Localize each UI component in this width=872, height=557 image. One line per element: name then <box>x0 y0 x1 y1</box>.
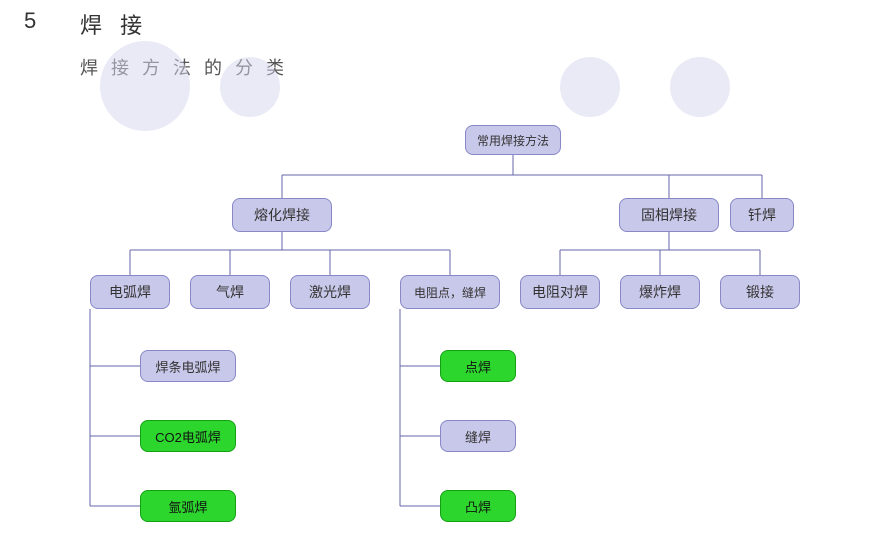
page-title: 焊 接 <box>80 8 148 40</box>
tree-node-res3: 凸焊 <box>440 490 516 522</box>
section-number: 5 <box>24 8 36 34</box>
tree-node-label: 氩弧焊 <box>168 497 207 516</box>
tree-node-label: 固相焊接 <box>641 205 697 225</box>
tree-node-label: 气焊 <box>216 282 244 302</box>
tree-node-label: 锻接 <box>746 282 774 302</box>
tree-node-res2: 缝焊 <box>440 420 516 452</box>
tree-node-arc2: CO2电弧焊 <box>140 420 236 452</box>
tree-node-label: 电阻对焊 <box>532 282 588 302</box>
tree-node-arc: 电弧焊 <box>90 275 170 309</box>
decorative-circle <box>220 57 280 117</box>
tree-node-label: 常用焊接方法 <box>477 132 549 149</box>
tree-node-label: 点焊 <box>465 357 491 376</box>
decorative-circle <box>670 57 730 117</box>
tree-node-label: 钎焊 <box>748 205 776 225</box>
tree-node-label: 激光焊 <box>309 282 351 302</box>
tree-node-fusion: 熔化焊接 <box>232 198 332 232</box>
tree-node-label: CO2电弧焊 <box>155 427 221 446</box>
tree-node-label: 熔化焊接 <box>254 205 310 225</box>
tree-node-label: 电弧焊 <box>109 282 151 302</box>
tree-node-laser: 激光焊 <box>290 275 370 309</box>
tree-node-label: 焊条电弧焊 <box>155 357 220 376</box>
tree-node-expl: 爆炸焊 <box>620 275 700 309</box>
tree-node-forge: 锻接 <box>720 275 800 309</box>
tree-node-solid: 固相焊接 <box>619 198 719 232</box>
connectors <box>0 90 872 557</box>
tree-node-root: 常用焊接方法 <box>465 125 561 155</box>
tree-node-label: 缝焊 <box>465 427 491 446</box>
tree-node-arc1: 焊条电弧焊 <box>140 350 236 382</box>
tree-node-label: 爆炸焊 <box>639 282 681 302</box>
tree-diagram: 常用焊接方法熔化焊接 固相焊接 钎焊电弧焊 气焊 激光焊 电阻点，缝焊 电阻对焊 爆炸焊 锻接焊… <box>0 90 872 557</box>
tree-node-label: 电阻点，缝焊 <box>414 284 486 301</box>
tree-node-resist: 电阻点，缝焊 <box>400 275 500 309</box>
tree-node-res1: 点焊 <box>440 350 516 382</box>
decorative-circle <box>560 57 620 117</box>
tree-node-gas: 气焊 <box>190 275 270 309</box>
tree-node-rbutt: 电阻对焊 <box>520 275 600 309</box>
decorative-circle <box>100 41 190 131</box>
tree-node-arc3: 氩弧焊 <box>140 490 236 522</box>
tree-node-braze: 钎焊 <box>730 198 794 232</box>
tree-node-label: 凸焊 <box>465 497 491 516</box>
